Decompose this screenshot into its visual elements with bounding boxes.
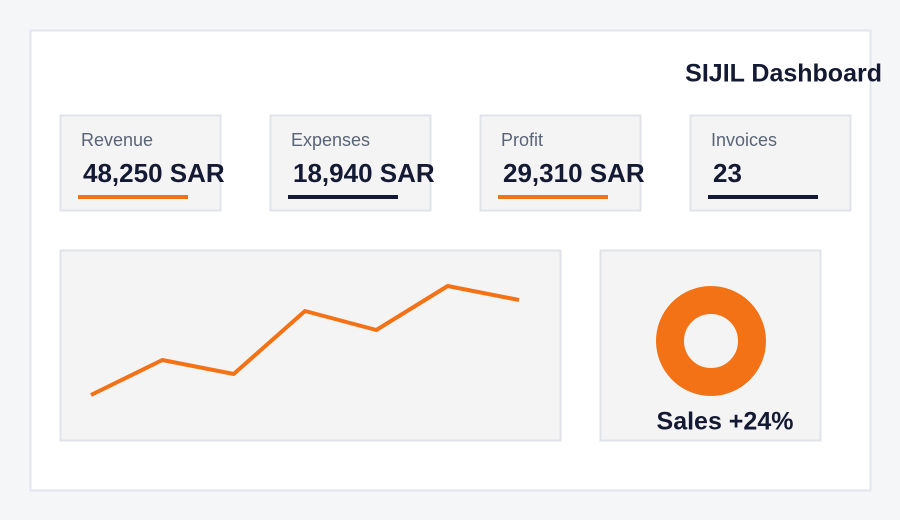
card-underline xyxy=(288,195,398,199)
card-label: Profit xyxy=(501,130,543,150)
card-value: 29,310 SAR xyxy=(503,158,645,188)
card-value: 18,940 SAR xyxy=(293,158,435,188)
trend-panel xyxy=(59,249,562,442)
cards: Revenue 48,250 SAR Expenses 18,940 SAR Profi… xyxy=(59,114,852,212)
donut-panel xyxy=(599,249,822,442)
card xyxy=(59,114,222,212)
card-label: Invoices xyxy=(711,130,777,150)
dashboard-title: SIJIL Dashboard xyxy=(685,60,882,88)
card-value: 23 xyxy=(713,158,742,188)
card-underline xyxy=(78,195,188,199)
card-label: Expenses xyxy=(291,130,370,150)
donut-ring xyxy=(656,286,766,396)
card-underline xyxy=(498,195,608,199)
trend-line xyxy=(90,284,520,397)
card-underline xyxy=(708,195,818,199)
donut-label: Sales +24% xyxy=(657,408,794,436)
card xyxy=(269,114,432,212)
card-value: 48,250 SAR xyxy=(83,158,225,188)
card xyxy=(479,114,642,212)
card-label: Revenue xyxy=(81,130,153,150)
card xyxy=(689,114,852,212)
